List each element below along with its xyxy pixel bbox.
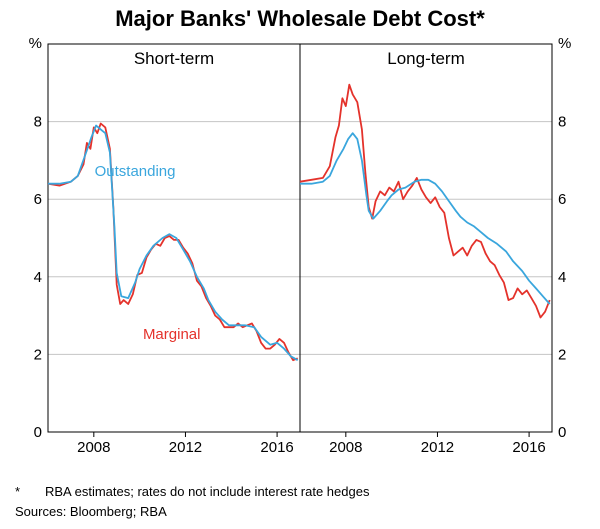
chart-title: Major Banks' Wholesale Debt Cost*	[0, 0, 600, 32]
svg-text:%: %	[29, 35, 42, 52]
footnote-text: RBA estimates; rates do not include inte…	[45, 482, 369, 502]
sources-text: Sources: Bloomberg; RBA	[15, 502, 369, 522]
svg-text:6: 6	[34, 191, 42, 208]
svg-text:2012: 2012	[169, 439, 202, 456]
svg-text:Outstanding: Outstanding	[95, 163, 176, 180]
svg-text:0: 0	[558, 424, 566, 441]
svg-text:Short-term: Short-term	[134, 49, 214, 68]
svg-text:4: 4	[34, 269, 42, 286]
svg-text:2008: 2008	[77, 439, 110, 456]
chart-container: Major Banks' Wholesale Debt Cost* 0 0 2 2 4 4…	[0, 0, 600, 529]
footnote-marker: *	[15, 482, 45, 502]
svg-text:2016: 2016	[260, 439, 293, 456]
svg-text:2012: 2012	[421, 439, 454, 456]
svg-text:4: 4	[558, 269, 566, 286]
chart-svg: 0 0 2 2 4 4 6 6 8 8%% 2008 2012 2016 2008 2012 2016 Shor…	[0, 32, 600, 472]
svg-text:0: 0	[34, 424, 42, 441]
svg-text:2016: 2016	[512, 439, 545, 456]
svg-text:Marginal: Marginal	[143, 326, 201, 343]
svg-text:2008: 2008	[329, 439, 362, 456]
svg-text:8: 8	[34, 114, 42, 131]
svg-text:2: 2	[34, 346, 42, 363]
svg-text:2: 2	[558, 346, 566, 363]
footnote-block: * RBA estimates; rates do not include in…	[15, 482, 369, 521]
svg-text:%: %	[558, 35, 571, 52]
svg-text:6: 6	[558, 191, 566, 208]
svg-text:8: 8	[558, 114, 566, 131]
svg-text:Long-term: Long-term	[387, 49, 464, 68]
